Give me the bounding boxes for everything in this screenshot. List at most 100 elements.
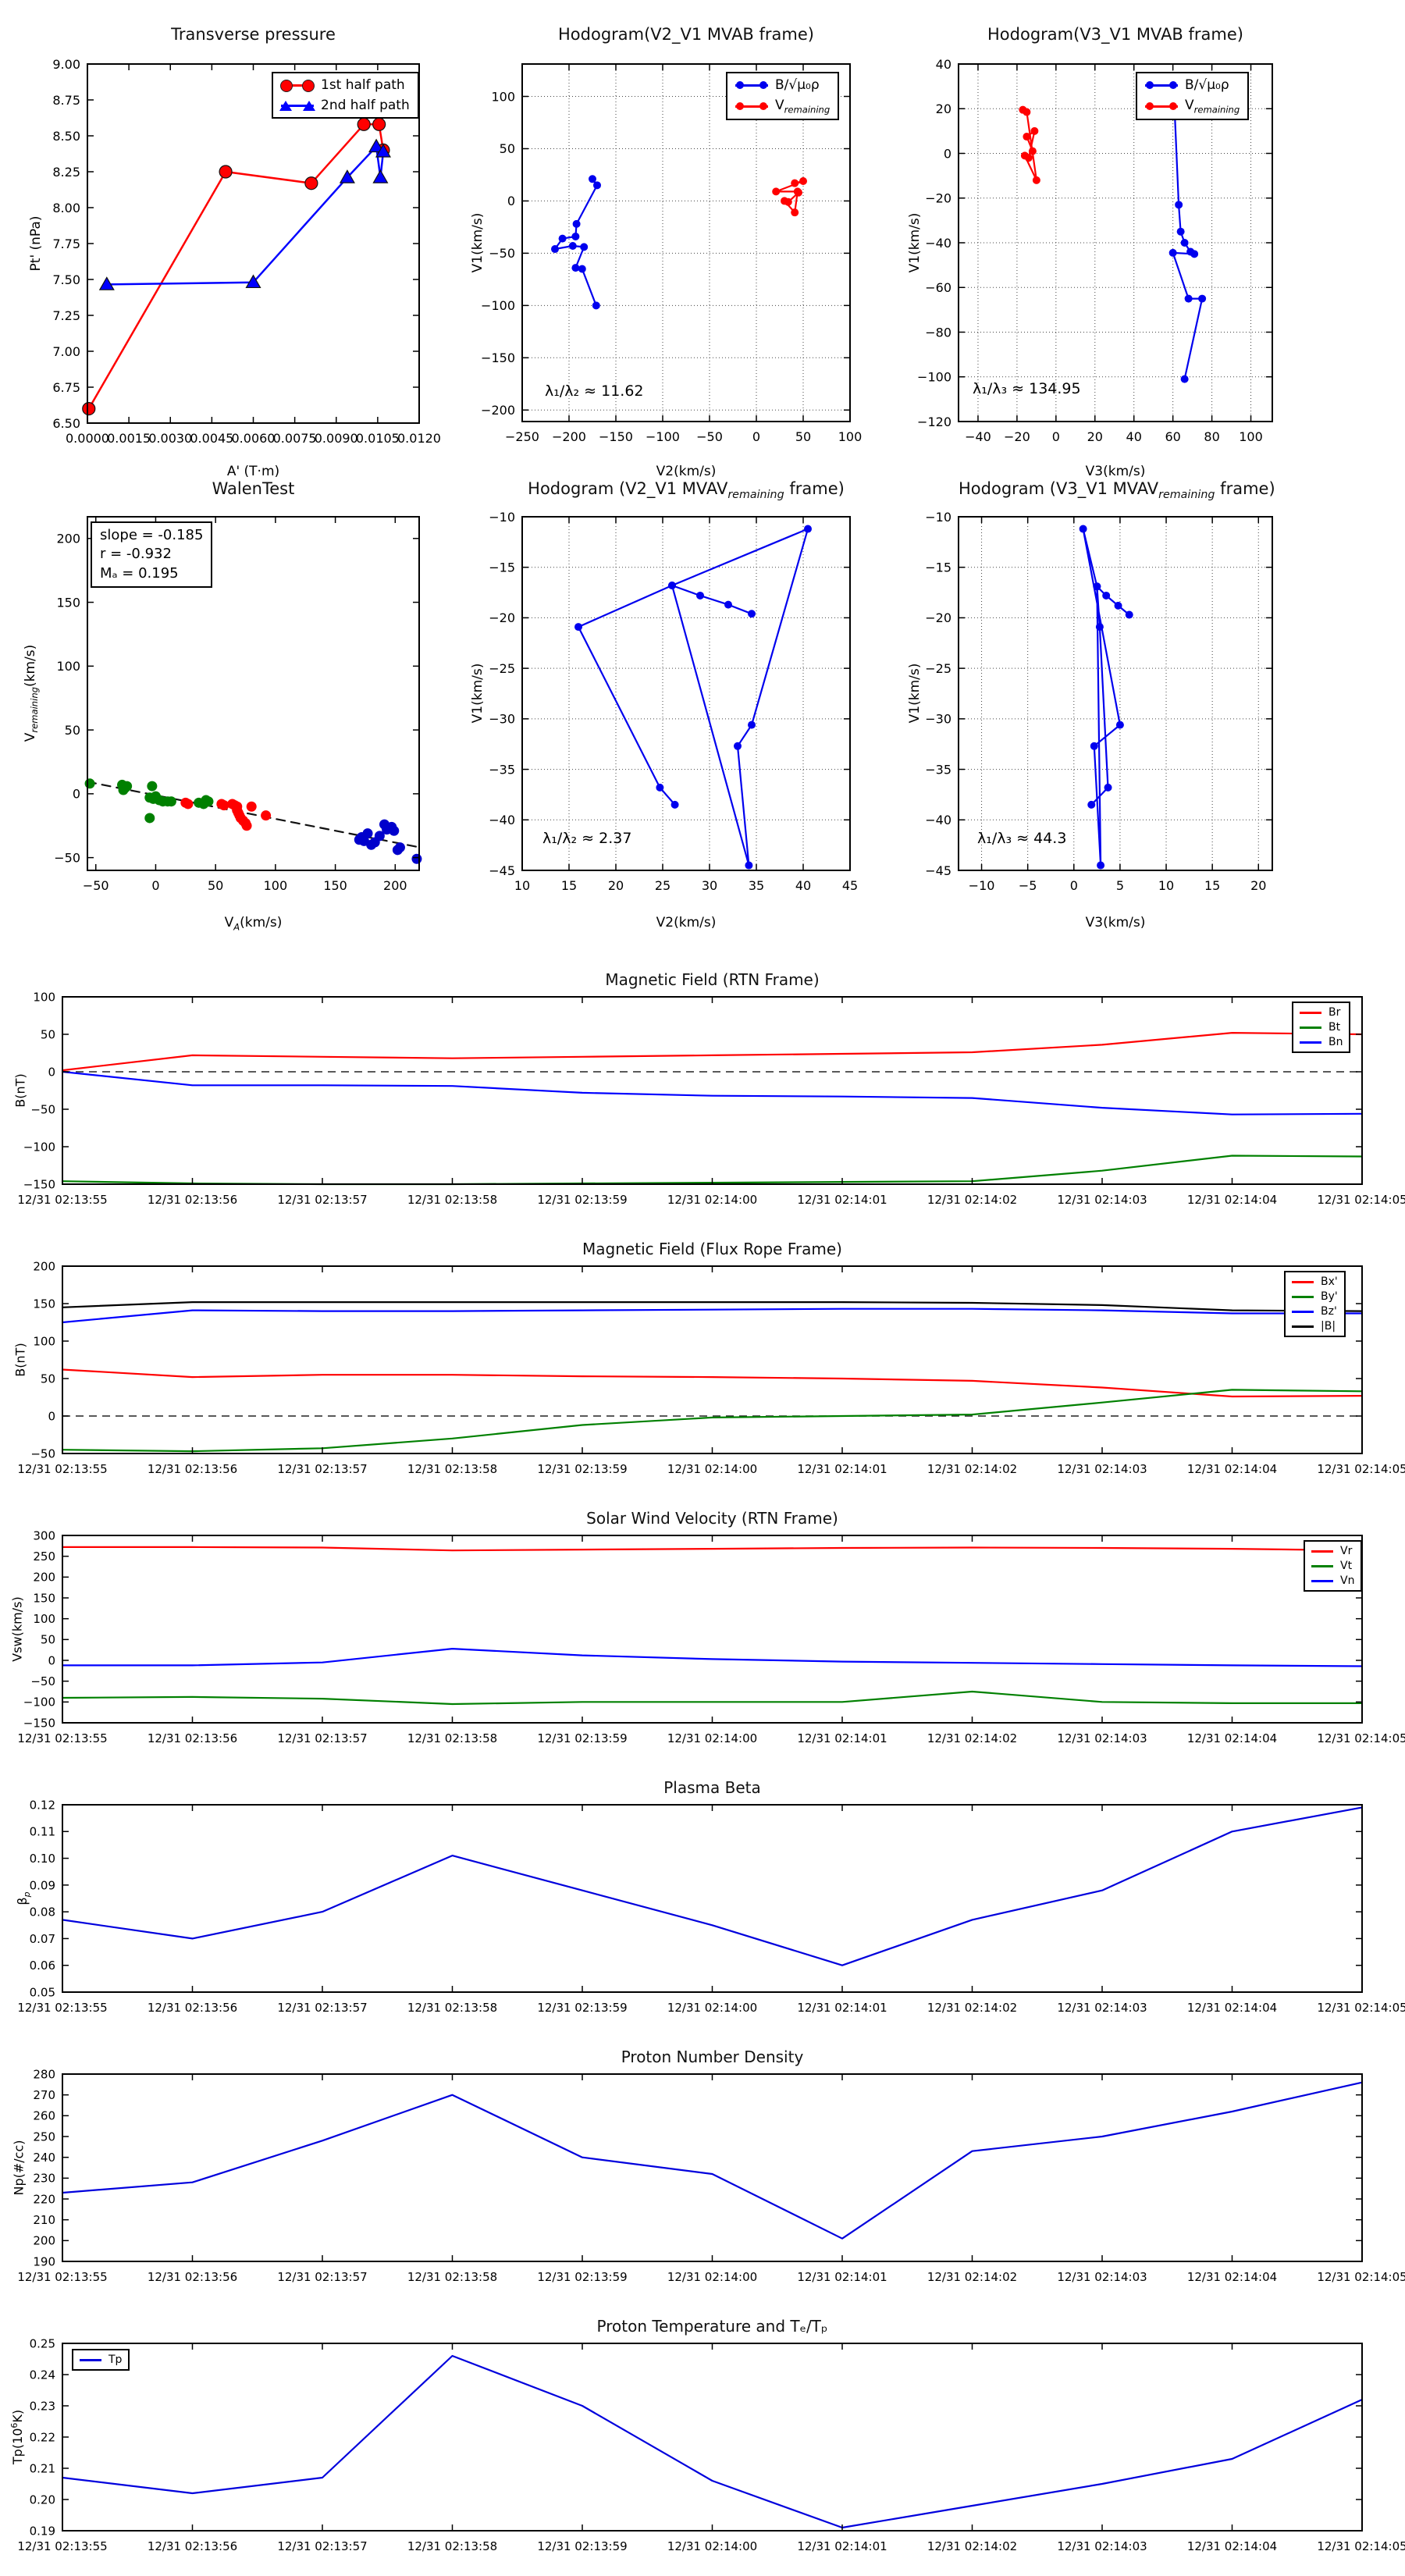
y-tick-label: 50 [500,141,515,156]
x-tick-label: 12/31 02:14:01 [797,1193,887,1207]
x-tick-label: 12/31 02:13:58 [407,1731,497,1745]
x-tick-label: 150 [323,878,347,893]
legend-item: Bz' [1292,1305,1338,1318]
ylabel-tp: Tp(106K) [9,2409,26,2465]
y-tick-label: 20 [936,101,951,116]
y-tick-label: 0.20 [30,2492,55,2507]
panel-title-hodogram-v2v1-mvab: Hodogram(V2_V1 MVAB frame) [558,25,814,44]
panel-title-solar-wind-velocity: Solar Wind Velocity (RTN Frame) [586,1509,838,1528]
y-tick-label: −45 [489,863,515,878]
y-tick-label: 7.00 [52,344,80,359]
walen-slope: slope = -0.185 [100,527,204,543]
y-tick-label: −50 [30,1102,55,1116]
panel-title-magnetic-field-rtn: Magnetic Field (RTN Frame) [605,970,820,989]
x-tick-label: 12/31 02:13:55 [17,2539,107,2553]
series-last-interval [354,819,422,864]
y-tick-label: 0.11 [30,1825,55,1839]
ylabel-v1-mvav-v3: V1(km/s) [907,663,923,724]
x-tick-label: 15 [561,878,577,893]
x-tick-label: 12/31 02:13:57 [277,1462,367,1476]
x-tick-label: 12/31 02:14:00 [667,1731,757,1745]
panel-title-magnetic-field-flux-rope: Magnetic Field (Flux Rope Frame) [582,1240,842,1258]
panel-title-proton-number-density: Proton Number Density [621,2048,804,2066]
x-tick-label: −5 [1019,878,1037,893]
legend-label: Vt [1340,1560,1353,1572]
series-beta-p [61,1806,1364,1966]
x-tick-label: 0.0060 [232,431,276,446]
x-tick-label: 12/31 02:13:56 [148,1731,237,1745]
x-tick-label: −200 [552,429,586,444]
y-tick-label: 100 [56,659,80,674]
xlabel-va: VA(km/s) [224,915,283,933]
legend-line-sample [735,79,768,91]
series-vn [61,1648,1364,1667]
legend-line-sample [1300,1008,1321,1017]
x-tick-label: 200 [383,878,407,893]
x-tick-label: 12/31 02:14:04 [1187,2001,1277,2015]
walen-stats-box: slope = -0.185 r = -0.932 Mₐ = 0.195 [91,521,213,588]
x-tick-label: 0 [1070,878,1078,893]
ylabel-v1-mvab-v2: V1(km/s) [470,212,486,273]
xlabel-v3-mvab: V3(km/s) [1085,464,1146,479]
series--b- [61,1300,1364,1312]
y-tick-label: −20 [925,191,951,206]
y-tick-label: −100 [917,370,951,385]
ylabel-vremaining: Vremaining(km/s) [22,644,41,742]
legend-hodogram-v2v1-mvab: B/√μ₀ρ Vremaining [726,72,840,121]
annotation-lambda-ratio-v2-mvab: λ₁/λ₂ ≈ 11.62 [545,382,644,400]
x-tick-label: 12/31 02:13:58 [407,2270,497,2284]
x-tick-label: 12/31 02:13:56 [148,2539,237,2553]
x-tick-label: 12/31 02:14:01 [797,2270,887,2284]
y-tick-label: 250 [33,1550,55,1564]
x-tick-label: 12/31 02:14:03 [1057,2539,1147,2553]
xlabel-v3-mvav: V3(km/s) [1085,915,1146,930]
x-tick-label: 12/31 02:14:03 [1057,1462,1147,1476]
panel-title-walen-test: WalenTest [212,479,295,498]
x-tick-label: 12/31 02:14:02 [927,2270,1017,2284]
x-tick-label: 12/31 02:13:55 [17,1731,107,1745]
ylabel-vsw: Vsw(km/s) [9,1596,25,1662]
x-tick-label: 12/31 02:13:57 [277,2001,367,2015]
legend-label: B/√μ₀ρ [775,77,820,93]
y-tick-label: 6.50 [52,416,80,431]
plot-solar-wind-velocity-rtn: 12/31 02:13:55 12/31 02:13:56 12/31 02:13:… [17,1528,1405,1745]
legend-line-sample [80,2355,101,2364]
x-tick-label: 12/31 02:13:58 [407,1193,497,1207]
x-tick-label: 40 [795,878,811,893]
y-tick-label: −20 [489,610,515,625]
x-tick-label: 20 [1087,429,1103,444]
y-tick-label: 8.75 [52,93,80,108]
legend-line-sample [1292,1292,1314,1301]
x-tick-label: 12/31 02:13:58 [407,2001,497,2015]
x-tick-label: 12/31 02:14:03 [1057,2001,1147,2015]
legend-line-sample [1311,1546,1333,1556]
y-tick-label: 230 [33,2172,55,2186]
x-tick-label: −150 [599,429,633,444]
x-tick-label: 0.0075 [273,431,317,446]
legend-item: Vremaining [1145,98,1240,115]
x-tick-label: 30 [702,878,717,893]
series-2nd-half-path [98,138,391,290]
series-bx- [61,1368,1364,1398]
legend-item: Bt [1300,1021,1343,1034]
x-tick-label: 12/31 02:13:55 [17,2001,107,2015]
y-tick-label: 210 [33,2213,55,2227]
x-tick-label: −50 [696,429,723,444]
y-tick-label: 270 [33,2088,55,2102]
legend-solar-wind-velocity-rtn: Vr Vt Vn [1304,1540,1363,1592]
y-tick-label: 7.25 [52,308,80,323]
legend-line-sample [735,100,768,112]
x-tick-label: 80 [1204,429,1219,444]
legend-line-sample [1292,1277,1314,1286]
legend-label: Bx' [1321,1276,1338,1288]
x-tick-label: 12/31 02:14:01 [797,1462,887,1476]
legend-hodogram-v3v1-mvab: B/√μ₀ρ Vremaining [1136,72,1250,121]
x-tick-label: 100 [264,878,288,893]
x-tick-label: 12/31 02:13:55 [17,2270,107,2284]
x-tick-label: 5 [1116,878,1124,893]
legend-line-sample [1145,100,1178,112]
y-tick-label: 150 [33,1297,55,1311]
series-v-remaining [574,525,812,870]
x-tick-label: 50 [795,429,811,444]
